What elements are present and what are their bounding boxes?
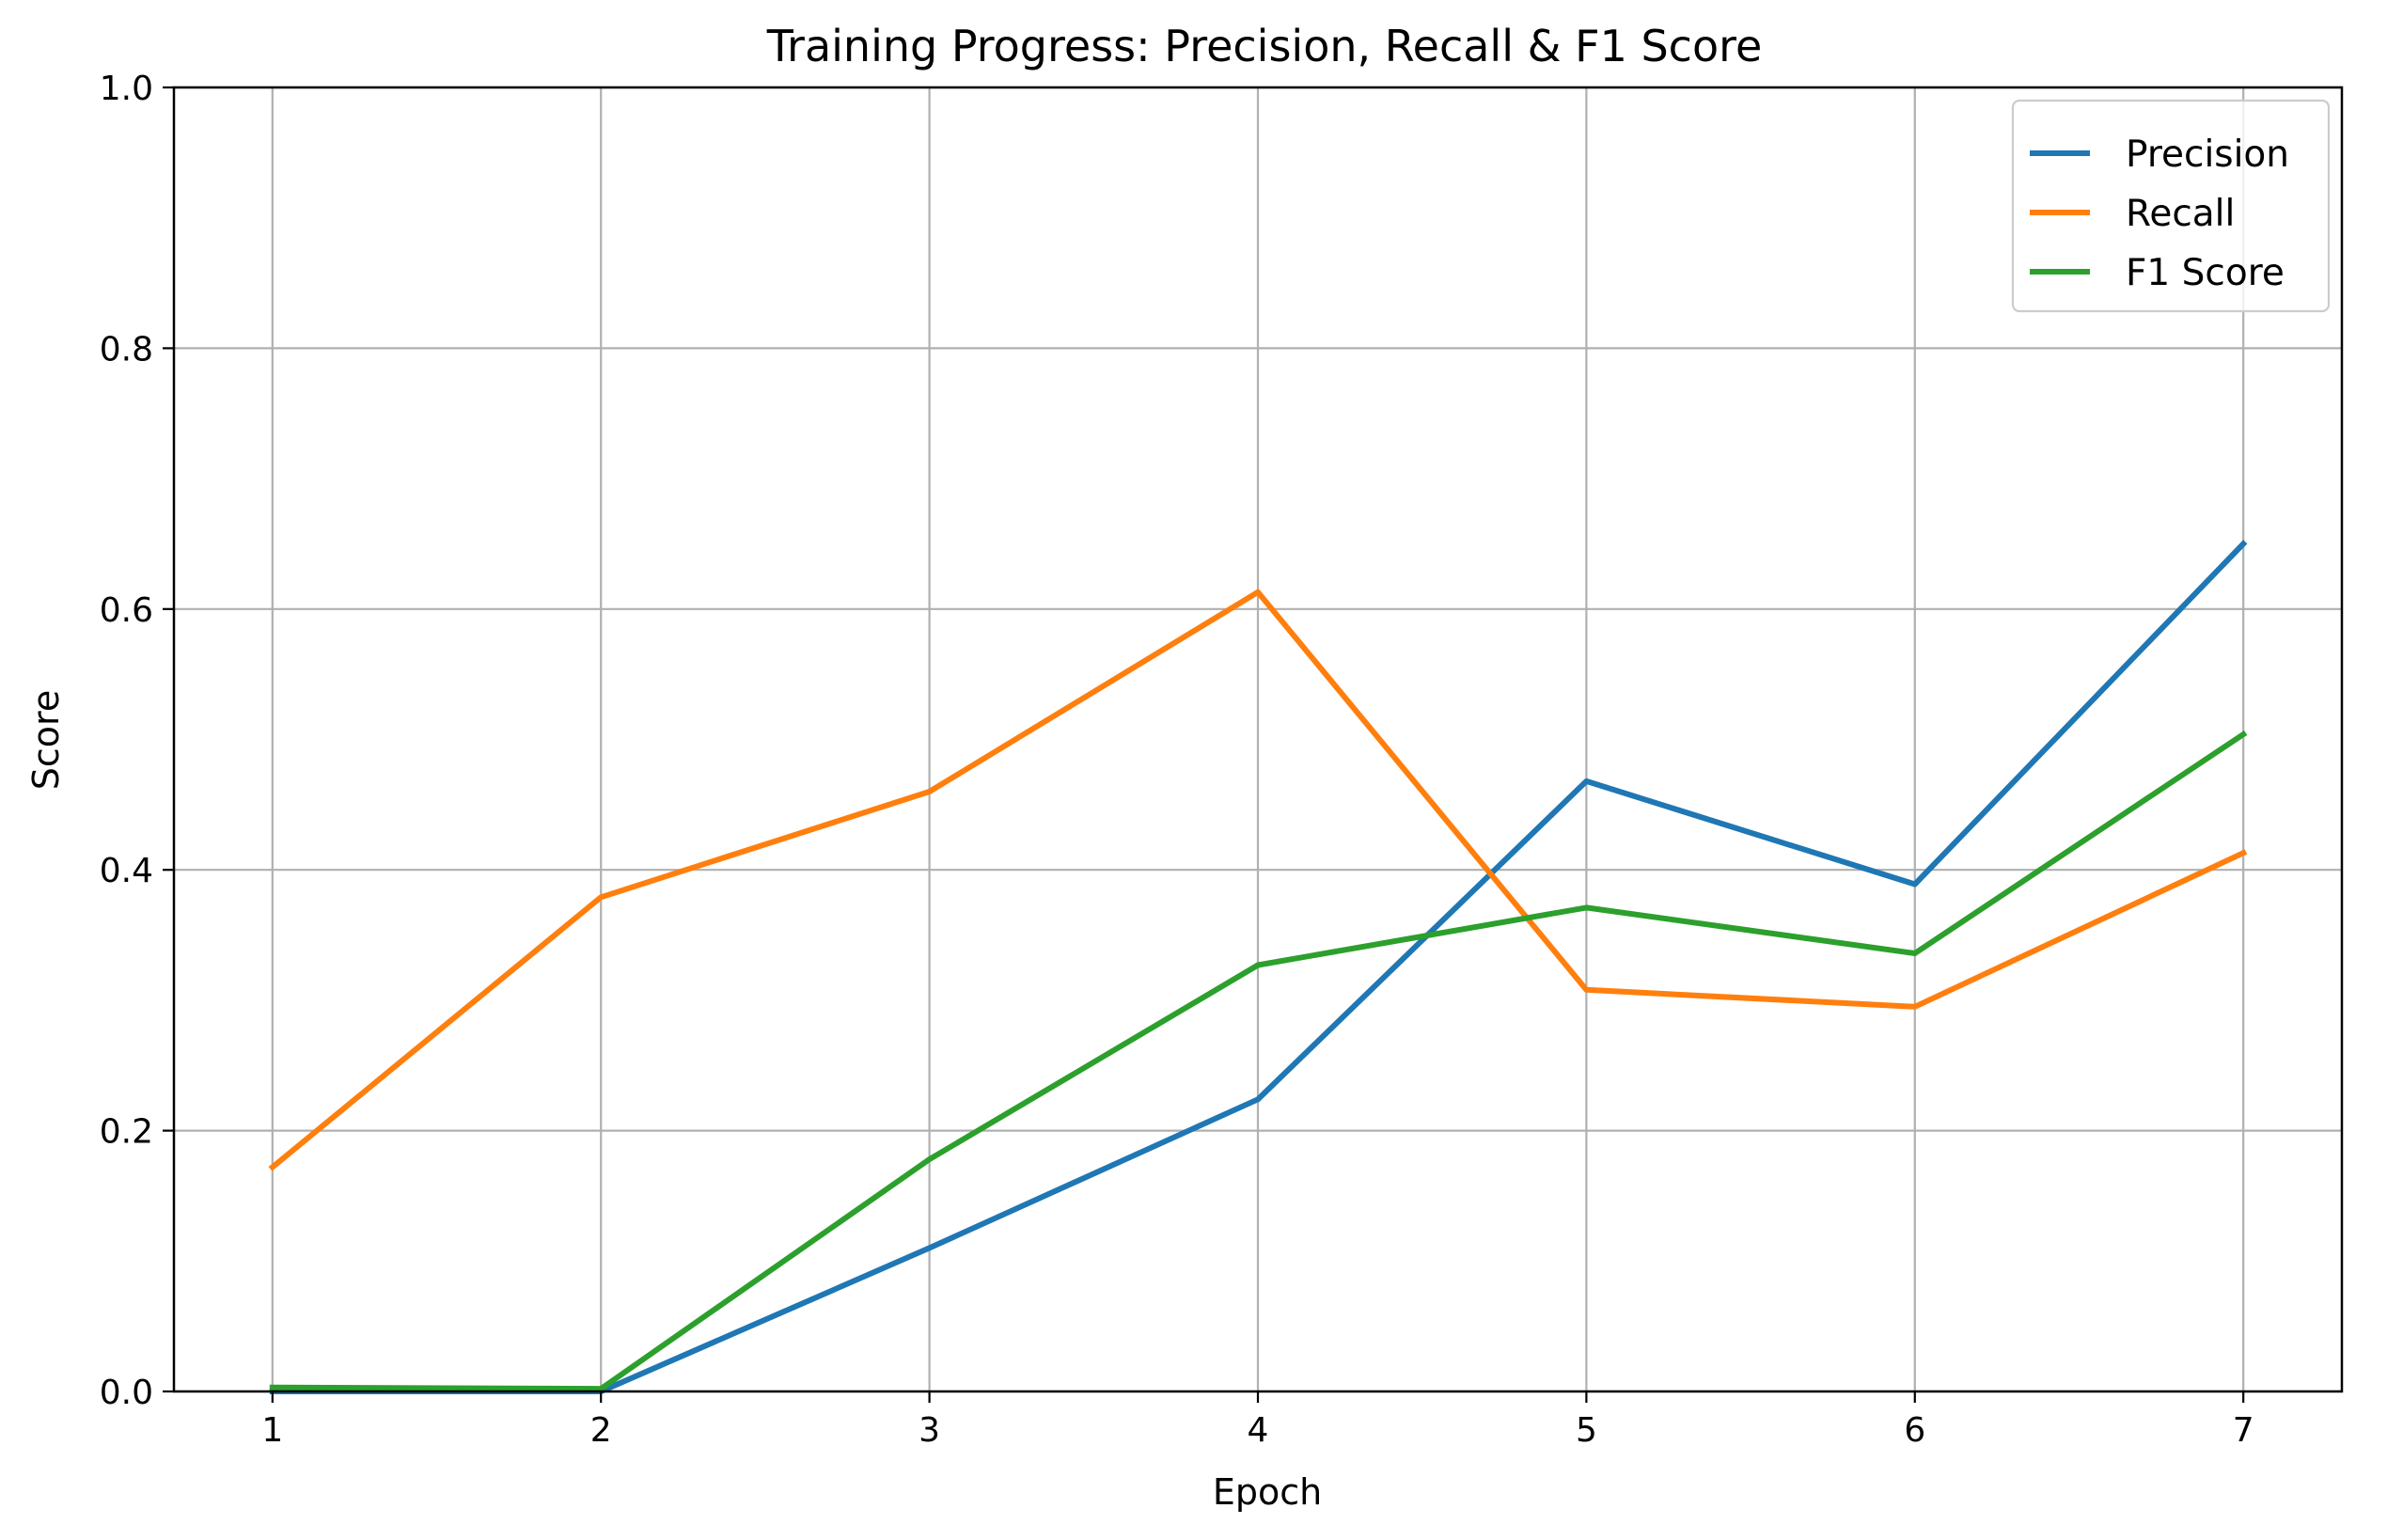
x-axis-label: Epoch xyxy=(1213,1471,1322,1513)
chart-title: Training Progress: Precision, Recall & F… xyxy=(766,21,1763,71)
y-tick-label: 1.0 xyxy=(100,70,153,108)
y-tick-label: 0.0 xyxy=(100,1374,153,1412)
x-tick-label: 3 xyxy=(919,1411,940,1450)
legend-label-recall: Recall xyxy=(2126,193,2235,235)
y-tick-label: 0.4 xyxy=(100,852,153,890)
y-axis-label: Score xyxy=(25,690,67,790)
legend-box xyxy=(2011,99,2331,313)
y-tick-label: 0.8 xyxy=(100,330,153,369)
legend: Precision Recall F1 Score xyxy=(2011,99,2331,313)
axis-ticks: 1 2 3 4 5 6 7 0.0 0.2 0.4 0.6 0.8 1.0 xyxy=(100,70,2254,1450)
series-line-f1-score xyxy=(269,730,2248,1392)
series-line-recall xyxy=(268,589,2248,1171)
x-tick-label: 7 xyxy=(2233,1411,2254,1450)
x-tick-label: 1 xyxy=(261,1411,283,1450)
x-tick-label: 6 xyxy=(1904,1411,1925,1450)
y-tick-label: 0.6 xyxy=(100,591,153,630)
legend-label-f1-score: F1 Score xyxy=(2126,252,2285,294)
x-tick-label: 4 xyxy=(1248,1411,1269,1450)
x-tick-label: 2 xyxy=(590,1411,612,1450)
y-tick-label: 0.2 xyxy=(100,1113,153,1152)
legend-label-precision: Precision xyxy=(2126,134,2289,176)
x-tick-label: 5 xyxy=(1576,1411,1597,1450)
